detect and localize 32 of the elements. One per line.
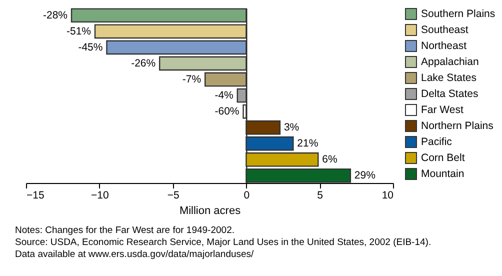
legend-label: Southern Plains — [421, 8, 496, 20]
x-tick-label: −10 — [90, 190, 109, 202]
x-tick-label: −5 — [167, 190, 180, 202]
annotation: 21% — [297, 138, 318, 150]
legend-label: Lake States — [421, 72, 476, 84]
legend-label: Pacific — [421, 136, 452, 148]
annotation: -26% — [131, 57, 156, 70]
x-tick-label: 10 — [382, 190, 394, 202]
annotation: 6% — [322, 154, 338, 166]
legend-label: Far West — [421, 104, 464, 116]
x-axis-title: Million acres — [179, 205, 242, 217]
annotation: -28% — [42, 9, 68, 22]
source-note: Source: USDA, Economic Research Service, Major Land Uses in the United States, 2002 (EIB-14). — [15, 237, 432, 248]
annotation: -51% — [66, 25, 91, 38]
legend-label: Delta States — [421, 88, 478, 100]
text: Notes: Changes for the Far West are for 1949-2002. — [15, 225, 234, 236]
x-tick-label: 5 — [317, 190, 324, 202]
x-tick-label: 0 — [244, 190, 250, 202]
legend-label: Corn Belt — [421, 152, 465, 164]
x-tick-label: −15 — [26, 190, 44, 202]
annotation: -7% — [182, 73, 202, 86]
legend-label: Mountain — [421, 168, 464, 180]
annotation: -4% — [214, 90, 234, 102]
legend-label: Appalachian — [421, 56, 479, 68]
text: Data available at www.ers.usda.gov/data/majorlanduses/ — [15, 249, 254, 260]
annotation: -60% — [214, 106, 240, 118]
annotation: 3% — [284, 122, 300, 134]
legend-label: Southeast — [421, 24, 468, 36]
legend-label: Northern Plains — [421, 120, 494, 132]
annotation: -45% — [78, 41, 103, 54]
annotation: 29% — [354, 170, 376, 182]
legend-label: Northeast — [421, 40, 467, 52]
